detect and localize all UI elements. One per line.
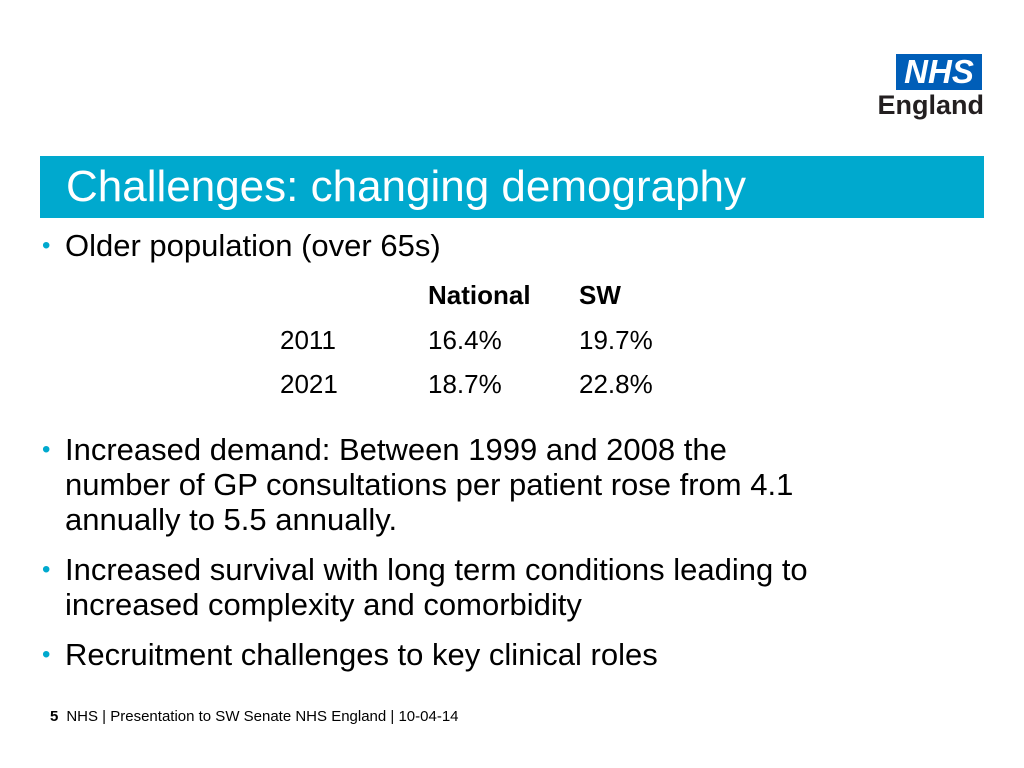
bullet-text: Increased demand: Between 1999 and 2008 … [65,432,794,537]
bullet-recruitment: • Recruitment challenges to key clinical… [42,637,842,672]
footer-text: NHS | Presentation to SW Senate NHS Engl… [66,708,459,725]
bullet-dot-icon: • [42,641,51,668]
table-row-2011-sw: 19.7% [579,325,653,355]
slide-footer: 5 NHS | Presentation to SW Senate NHS Eng… [50,708,459,726]
bullet-text: Increased survival with long term condit… [65,552,808,622]
table-header-national: National [428,280,531,310]
bullet-increased-survival: • Increased survival with long term cond… [42,552,822,622]
page-number: 5 [50,708,59,725]
nhs-logo-england-text: England [877,90,985,120]
table-row-2011-year: 2011 [280,325,336,355]
bullet-dot-icon: • [42,232,51,259]
bullet-dot-icon: • [42,556,51,583]
bullet-older-population: • Older population (over 65s) [42,228,842,263]
table-header-sw: SW [579,280,621,310]
table-row-2021-year: 2021 [280,369,338,399]
bullet-text: Recruitment challenges to key clinical r… [65,637,658,672]
slide-title: Challenges: changing demography [66,162,747,211]
table-row-2021-national: 18.7% [428,369,502,399]
nhs-logo-box: NHS [896,54,982,90]
title-bar: Challenges: changing demography [40,156,984,218]
table-row-2011-national: 16.4% [428,325,502,355]
bullet-text: Older population (over 65s) [65,228,441,263]
table-row-2021-sw: 22.8% [579,369,653,399]
nhs-england-logo: NHS England [872,52,985,124]
bullet-dot-icon: • [42,436,51,463]
bullet-increased-demand: • Increased demand: Between 1999 and 200… [42,432,822,537]
